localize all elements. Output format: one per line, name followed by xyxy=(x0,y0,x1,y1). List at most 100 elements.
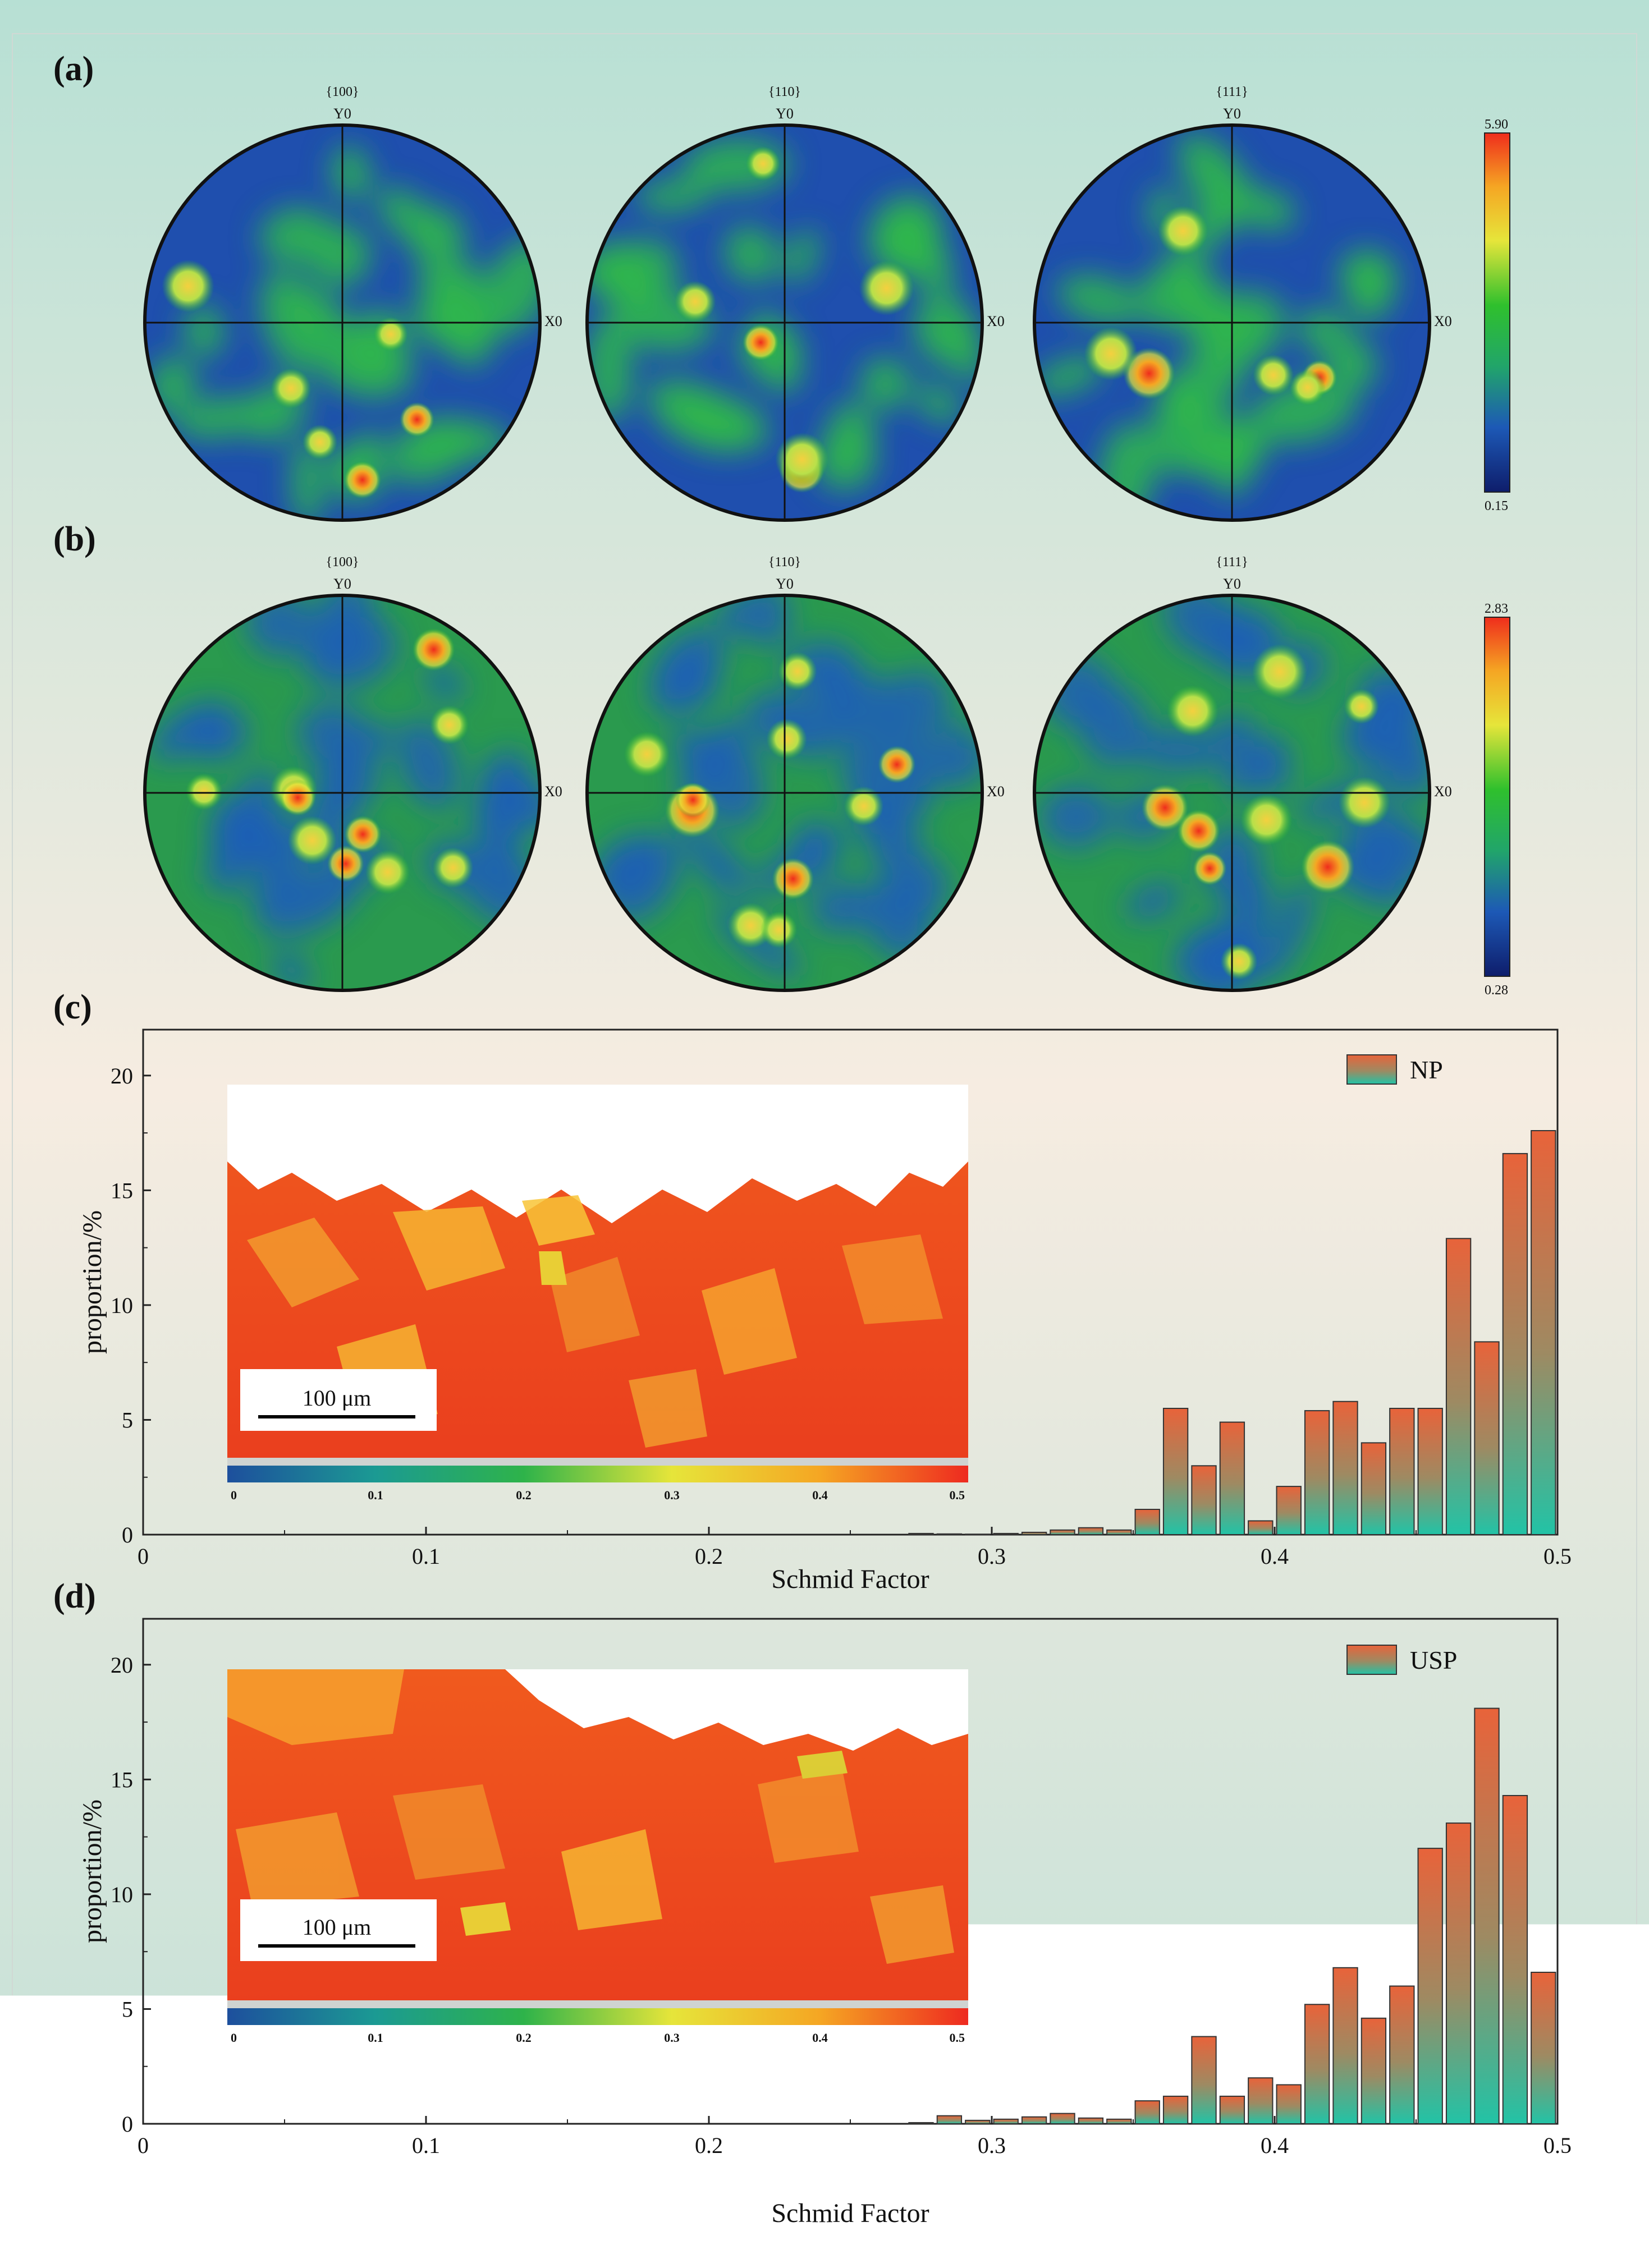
x-direction-label: X0 xyxy=(987,783,1005,800)
y-tick-label: 5 xyxy=(122,1407,133,1433)
bar xyxy=(1446,1238,1471,1535)
x-tick-label: 0.4 xyxy=(1261,1544,1289,1569)
bar xyxy=(937,2116,961,2124)
inset-map: 100 μm 0 0.1 0.2 0.3 0.4 0.5 xyxy=(227,1085,968,1502)
bar xyxy=(994,2119,1018,2124)
y-direction-label: Y0 xyxy=(1223,105,1241,122)
plane-label: {110} xyxy=(768,555,801,570)
bar xyxy=(1531,1972,1555,2124)
bar xyxy=(965,2120,990,2124)
bar xyxy=(965,1534,990,1535)
panel-label: (b) xyxy=(53,520,96,558)
bar xyxy=(1418,1848,1442,2124)
inset-separator xyxy=(227,2000,968,2008)
bar xyxy=(1503,1796,1527,2124)
legend-swatch xyxy=(1347,1055,1396,1084)
plane-label: {100} xyxy=(326,555,359,570)
legend-label: NP xyxy=(1410,1055,1443,1084)
x-tick-label: 0.5 xyxy=(1543,1544,1572,1569)
inset-colorbar-tick-label: 0.3 xyxy=(664,1488,680,1502)
inset-colorbar-tick-label: 0.5 xyxy=(950,1488,965,1502)
bar xyxy=(1164,1408,1188,1535)
legend: NP xyxy=(1347,1055,1443,1084)
plane-label: {111} xyxy=(1216,85,1248,99)
colorbar-gradient xyxy=(1485,617,1510,976)
inset-colorbar-tick-label: 0 xyxy=(231,1488,237,1502)
inset-colorbar-tick-label: 0 xyxy=(231,2031,237,2045)
legend-label: USP xyxy=(1410,1646,1457,1674)
x-tick-label: 0.3 xyxy=(978,1544,1006,1569)
colorbar-min-label: 0.28 xyxy=(1485,983,1508,998)
y-axis-label: proportion/% xyxy=(77,1799,107,1943)
inset-colorbar xyxy=(227,1466,968,1482)
y-tick-label: 10 xyxy=(111,1293,133,1318)
bar xyxy=(1418,1408,1442,1535)
y-direction-label: Y0 xyxy=(333,105,351,122)
bar xyxy=(1079,2118,1103,2124)
bar xyxy=(1277,2085,1301,2124)
panel-label: (c) xyxy=(53,988,92,1026)
inset-colorbar-tick-label: 0.4 xyxy=(812,2031,828,2045)
bar xyxy=(1079,1528,1103,1535)
colorbar-gradient xyxy=(1485,133,1510,492)
y-tick-label: 10 xyxy=(111,1882,133,1907)
inset-map: 100 μm 0 0.1 0.2 0.3 0.4 0.5 xyxy=(227,1669,968,2045)
bar xyxy=(1248,2078,1272,2124)
x-direction-label: X0 xyxy=(987,313,1005,329)
bar xyxy=(1333,1402,1357,1535)
bar xyxy=(1362,1443,1386,1535)
x-tick-label: 0.3 xyxy=(978,2133,1006,2158)
y-tick-label: 15 xyxy=(111,1178,133,1203)
inset-colorbar-tick-label: 0.3 xyxy=(664,2031,680,2045)
bar xyxy=(1248,1521,1272,1535)
bar xyxy=(1277,1486,1301,1535)
inset-scale-label: 100 μm xyxy=(303,1915,372,1940)
y-direction-label: Y0 xyxy=(1223,576,1241,592)
panel-label: (a) xyxy=(53,50,94,88)
x-direction-label: X0 xyxy=(544,313,562,329)
x-tick-label: 0.2 xyxy=(695,1544,723,1569)
bar xyxy=(1305,1411,1329,1535)
inset-colorbar-tick-label: 0.5 xyxy=(950,2031,965,2045)
x-tick-label: 0.5 xyxy=(1543,2133,1572,2158)
x-direction-label: X0 xyxy=(544,783,562,800)
colorbar: 2.83 0.28 xyxy=(1485,602,1510,998)
y-tick-label: 20 xyxy=(111,1652,133,1678)
y-direction-label: Y0 xyxy=(333,576,351,592)
bar xyxy=(1531,1131,1555,1535)
inset-separator xyxy=(227,1458,968,1466)
bar xyxy=(1474,1709,1499,2124)
y-tick-label: 15 xyxy=(111,1767,133,1792)
x-tick-label: 0.1 xyxy=(412,2133,440,2158)
figure: (a){100}Y0X0{110}Y0X0{111}Y0X05.900.15(b… xyxy=(0,0,1649,2268)
bar xyxy=(1305,2004,1329,2124)
colorbar-max-label: 2.83 xyxy=(1485,602,1508,616)
colorbar-min-label: 0.15 xyxy=(1485,499,1508,513)
x-axis-label: Schmid Factor xyxy=(771,2198,929,2228)
bar xyxy=(1135,1509,1160,1535)
y-tick-label: 0 xyxy=(122,2111,133,2137)
bar xyxy=(1050,2114,1074,2124)
inset-colorbar xyxy=(227,2008,968,2025)
inset-colorbar-tick-label: 0.1 xyxy=(368,1488,383,1502)
x-tick-label: 0 xyxy=(138,2133,149,2158)
bar xyxy=(1220,1422,1244,1535)
plane-label: {111} xyxy=(1216,555,1248,570)
y-tick-label: 0 xyxy=(122,1522,133,1548)
legend-swatch xyxy=(1347,1645,1396,1674)
y-tick-label: 5 xyxy=(122,1996,133,2022)
x-tick-label: 0 xyxy=(138,1544,149,1569)
y-axis-label: proportion/% xyxy=(77,1210,107,1354)
plane-label: {100} xyxy=(326,85,359,99)
bar xyxy=(1050,1530,1074,1535)
colorbar-max-label: 5.90 xyxy=(1485,117,1508,132)
bar xyxy=(1022,2117,1046,2124)
x-tick-label: 0.1 xyxy=(412,1544,440,1569)
bar xyxy=(1390,1408,1414,1535)
plane-label: {110} xyxy=(768,85,801,99)
bar xyxy=(937,1534,961,1535)
bar xyxy=(1446,1823,1471,2124)
y-direction-label: Y0 xyxy=(776,105,794,122)
bar xyxy=(1022,1532,1046,1535)
bar xyxy=(1333,1968,1357,2124)
